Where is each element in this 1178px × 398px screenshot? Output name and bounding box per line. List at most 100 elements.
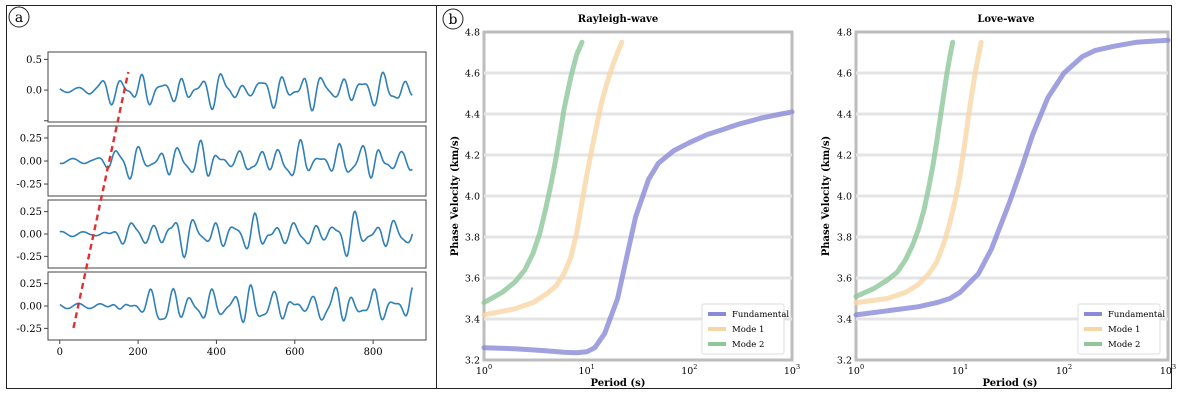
y-tick-label: 0.00 [20, 230, 42, 241]
y-tick-label: 4.0 [837, 192, 852, 203]
x-tick-exponent: 0 [488, 363, 492, 371]
svg-text:a: a [15, 10, 23, 26]
y-tick-label: 0.00 [20, 302, 42, 313]
series-mode-2 [853, 39, 956, 299]
y-tick-label: 0.0 [26, 86, 42, 97]
x-tick-exponent: 0 [860, 363, 864, 371]
legend-box [1077, 303, 1161, 355]
x-tick-label: 200 [129, 347, 148, 358]
x-tick-label: 103 [784, 363, 800, 377]
waveform-trace-2: -0.25 0.00 0.25 [16, 125, 427, 197]
love-title: Love-wave [977, 14, 1034, 25]
x-tick-label: 600 [285, 347, 304, 358]
x-tick-base: 10 [1160, 366, 1172, 377]
love-wave-chart: Love-wave Period (s) Phase Velocity (km/… [821, 14, 1176, 389]
legend: Fundamental Mode 1 Mode 2 [1077, 303, 1165, 355]
svg-text:b: b [449, 12, 458, 28]
rayleigh-wave-chart: Rayleigh-wave Period (s) Phase Velocity … [450, 14, 800, 389]
moveout-dashed-line [72, 71, 130, 329]
waveform-trace-3: -0.25 0.00 0.25 [16, 199, 427, 269]
legend-label: Mode 1 [732, 325, 764, 335]
y-tick-label: 4.2 [837, 151, 852, 162]
x-tick-base: 10 [952, 366, 964, 377]
x-tick-exponent: 3 [796, 363, 800, 371]
love-xlabel: Period (s) [983, 378, 1038, 389]
seismogram-line [59, 283, 414, 324]
legend-label: Fundamental [1108, 310, 1165, 320]
series-fundamental [853, 37, 1171, 318]
x-tick-base: 10 [848, 366, 860, 377]
x-tick-base: 10 [579, 366, 591, 377]
series-fundamental [481, 109, 795, 356]
x-tick-label: 400 [207, 347, 226, 358]
y-tick-label: 4.0 [465, 192, 480, 203]
x-tick-exponent: 2 [1068, 363, 1072, 371]
rayleigh-title: Rayleigh-wave [578, 14, 658, 25]
y-tick-label: 4.2 [465, 151, 480, 162]
x-tick-label: 102 [1056, 363, 1072, 377]
y-tick-label: 3.4 [465, 315, 480, 326]
x-tick-label: 102 [681, 363, 697, 377]
y-tick-label: 0.00 [20, 157, 42, 168]
y-tick-label: 3.6 [837, 274, 852, 285]
x-tick-base: 10 [681, 366, 693, 377]
series-mode-1 [853, 39, 984, 306]
x-tick-base: 10 [1056, 366, 1068, 377]
x-tick-label: 103 [1160, 363, 1176, 377]
trace-axes-box [47, 199, 427, 269]
seismogram-line [59, 138, 413, 180]
y-tick-label: -0.25 [16, 324, 42, 335]
waveform-trace-1: 0.0 0.5 [26, 51, 427, 123]
y-tick-label: 3.8 [465, 233, 480, 244]
x-tick-label: 101 [952, 363, 968, 377]
x-tick-base: 10 [784, 366, 796, 377]
seismogram-line [59, 71, 413, 112]
figure-frame [6, 5, 1172, 389]
x-tick-label: 100 [848, 363, 864, 377]
y-tick-label: 4.8 [465, 28, 480, 39]
y-tick-label: 3.2 [465, 356, 480, 367]
x-tick-label: 800 [364, 347, 383, 358]
series-mode-1 [481, 39, 625, 318]
legend-label: Mode 2 [1108, 340, 1140, 350]
y-tick-label: -0.25 [16, 252, 42, 263]
legend-label: Fundamental [732, 310, 789, 320]
trace-axes-box [47, 51, 427, 123]
waveform-trace-4: -0.25 0.00 0.25 [16, 271, 427, 341]
panel-b-label: b [442, 8, 464, 30]
y-tick-label: 0.25 [20, 207, 42, 218]
y-tick-label: 4.8 [837, 28, 852, 39]
waveform-panel: 0.0 0.5 -0.25 0.00 0.25 -0.25 0.00 0.25 -0.25 0.0… [16, 51, 427, 358]
y-tick-label: 4.6 [465, 69, 480, 80]
y-tick-label: 3.6 [465, 274, 480, 285]
y-tick-label: 0.25 [20, 133, 42, 144]
legend: Fundamental Mode 1 Mode 2 [701, 303, 789, 355]
legend-label: Mode 2 [732, 340, 764, 350]
legend-box [701, 303, 785, 355]
x-tick-exponent: 1 [964, 363, 968, 371]
y-tick-label: 0.5 [26, 55, 42, 66]
legend-label: Mode 1 [1108, 325, 1140, 335]
x-tick-base: 10 [476, 366, 488, 377]
series-mode-2 [481, 39, 585, 306]
x-tick-exponent: 3 [1172, 363, 1176, 371]
seismogram-line [59, 210, 414, 259]
panel-a-label: a [8, 6, 30, 28]
x-tick-label: 0 [57, 347, 63, 358]
y-tick-label: 3.2 [837, 356, 852, 367]
y-tick-label: 4.6 [837, 69, 852, 80]
love-ylabel: Phase Velocity (km/s) [821, 136, 832, 256]
x-tick-exponent: 2 [693, 363, 697, 371]
y-tick-label: 4.4 [465, 110, 480, 121]
y-tick-label: 3.8 [837, 233, 852, 244]
y-tick-label: 0.25 [20, 279, 42, 290]
x-tick-label: 101 [579, 363, 595, 377]
y-tick-label: 4.4 [837, 110, 852, 121]
rayleigh-xlabel: Period (s) [591, 378, 646, 389]
y-tick-label: 3.4 [837, 315, 852, 326]
x-tick-exponent: 1 [591, 363, 595, 371]
y-tick-label: -0.25 [16, 180, 42, 191]
rayleigh-ylabel: Phase Velocity (km/s) [450, 136, 461, 256]
